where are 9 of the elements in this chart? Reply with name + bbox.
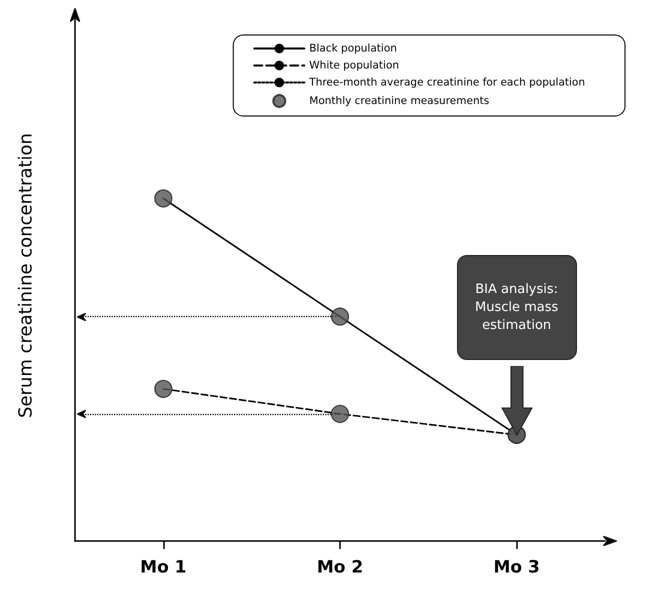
legend-label: Black population bbox=[309, 42, 397, 54]
legend-label: Monthly creatinine measurements bbox=[309, 95, 490, 107]
callout-box: BIA analysis: Muscle mass estimation bbox=[456, 255, 577, 360]
legend-label: Three-month average creatinine for each population bbox=[308, 76, 586, 88]
x-tick-label: Mo 1 bbox=[140, 558, 187, 578]
y-axis-title: Serum creatinine concentration bbox=[16, 133, 36, 418]
x-tick-label: Mo 2 bbox=[316, 558, 364, 578]
x-tick-label: Mo 3 bbox=[493, 558, 540, 578]
legend-label: White population bbox=[309, 60, 400, 72]
